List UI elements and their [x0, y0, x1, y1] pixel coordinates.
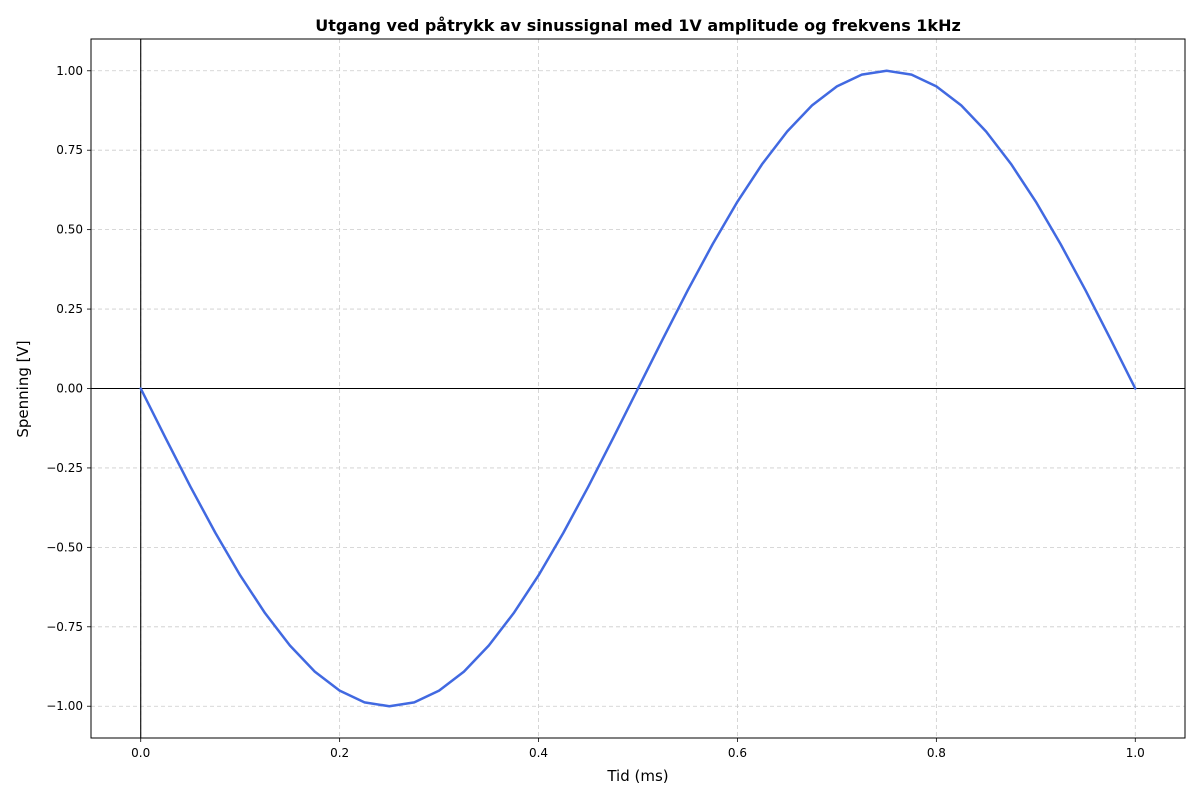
x-tick-label: 0.8 [927, 746, 946, 760]
y-tick-label: 0.00 [56, 382, 83, 396]
y-tick-label: 0.25 [56, 302, 83, 316]
x-axis-label: Tid (ms) [606, 767, 668, 785]
grid [91, 39, 1185, 738]
x-tick-label: 1.0 [1126, 746, 1145, 760]
x-tick-label: 0.0 [131, 746, 150, 760]
y-tick-label: −0.25 [46, 461, 83, 475]
y-tick-label: −0.75 [46, 620, 83, 634]
y-tick-label: 0.50 [56, 223, 83, 237]
y-tick-label: 1.00 [56, 64, 83, 78]
x-axis-ticks: 0.0 0.2 0.4 0.6 0.8 1.0 [131, 738, 1145, 760]
x-tick-label: 0.2 [330, 746, 349, 760]
y-axis-ticks: −1.00 −0.75 −0.50 −0.25 0.00 0.25 0.50 0.75 1.00 [46, 64, 91, 713]
series-line [139, 69, 1137, 708]
y-tick-label: 0.75 [56, 143, 83, 157]
series-layer [139, 69, 1137, 708]
y-tick-label: −0.50 [46, 540, 83, 554]
chart-title: Utgang ved påtrykk av sinussignal med 1V… [315, 16, 961, 35]
y-axis-label: Spenning [V] [14, 340, 32, 437]
y-tick-label: −1.00 [46, 699, 83, 713]
x-tick-label: 0.4 [529, 746, 548, 760]
x-tick-label: 0.6 [728, 746, 747, 760]
